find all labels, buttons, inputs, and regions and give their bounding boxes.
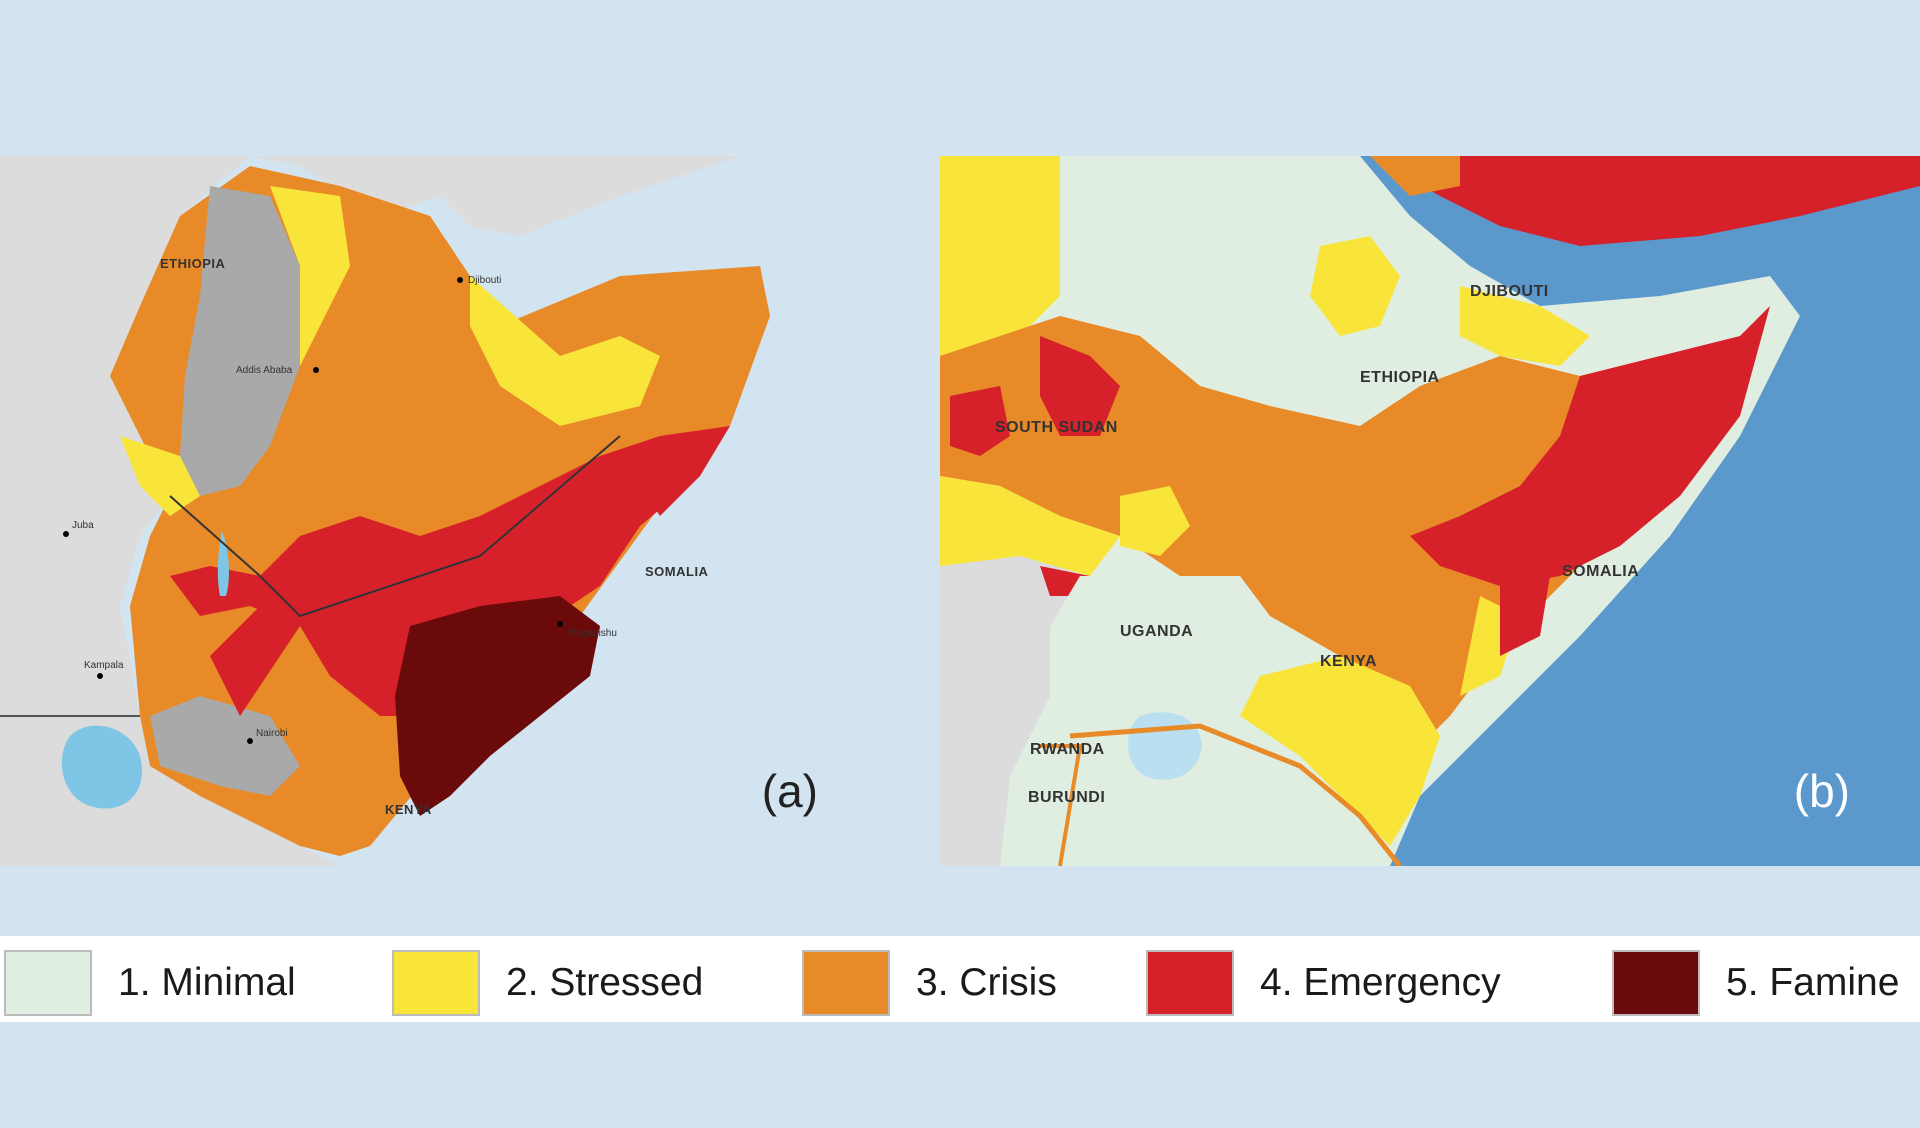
famine-region-a <box>395 596 600 816</box>
legend-swatch-famine <box>1612 950 1700 1016</box>
city-label-mogadishu: Mogadishu <box>568 628 617 639</box>
legend-label-crisis: 3. Crisis <box>916 961 1057 1004</box>
crisis-region-b <box>940 316 1700 756</box>
country-label-ethiopia-b: ETHIOPIA <box>1360 369 1440 386</box>
west-land <box>0 156 340 866</box>
congo-land <box>940 516 1080 866</box>
city-dot-juba <box>63 531 69 537</box>
city-dot-djibouti <box>457 277 463 283</box>
stressed-eritrea <box>1310 236 1400 336</box>
emergency-somalia-south <box>1500 576 1550 656</box>
country-label-ethiopia: ETHIOPIA <box>160 256 226 271</box>
city-label-juba: Juba <box>72 520 94 531</box>
stressed-afar <box>1460 286 1590 366</box>
no-data-kenya <box>150 696 300 796</box>
city-label-djibouti: Djibouti <box>468 275 501 286</box>
legend-label-emergency: 4. Emergency <box>1260 961 1501 1004</box>
country-label-djibouti: DJIBOUTI <box>1470 283 1549 300</box>
kenya-border <box>1069 723 1402 866</box>
country-label-uganda: UGANDA <box>1120 623 1193 640</box>
legend: 1. Minimal 2. Stressed 3. Crisis 4. Emer… <box>0 936 1920 1022</box>
city-label-kampala: Kampala <box>84 660 124 671</box>
legend-swatch-crisis <box>802 950 890 1016</box>
panel-label-a: (a) <box>761 765 818 817</box>
country-label-rwanda: RWANDA <box>1030 741 1105 758</box>
country-label-somalia-b: SOMALIA <box>1562 563 1639 580</box>
emergency-somalia <box>1410 306 1770 586</box>
legend-item-minimal: 1. Minimal <box>4 950 296 1016</box>
city-label-addis: Addis Ababa <box>236 365 293 376</box>
country-label-south-sudan: SOUTH SUDAN <box>995 419 1118 436</box>
map-b: DJIBOUTI ETHIOPIA SOUTH SUDAN SOMALIA UG… <box>940 156 1920 866</box>
city-label-nairobi: Nairobi <box>256 728 288 739</box>
city-dot-nairobi <box>247 738 253 744</box>
minimal-uganda <box>1050 576 1200 716</box>
yemen-emergency <box>1370 156 1920 246</box>
stressed-kenya-south <box>1240 656 1440 846</box>
legend-item-crisis: 3. Crisis <box>802 950 1057 1016</box>
stressed-ethiopia-west <box>1120 486 1190 556</box>
stressed-south-sudan <box>940 476 1120 576</box>
panel-label-b: (b) <box>1793 765 1850 817</box>
city-dot-addis <box>313 367 319 373</box>
legend-label-famine: 5. Famine <box>1726 961 1900 1004</box>
no-data-ethiopia <box>180 186 300 496</box>
legend-item-famine: 5. Famine <box>1612 950 1899 1016</box>
border-line <box>169 435 621 618</box>
emergency-south-sudan <box>1040 336 1120 436</box>
map-panel-a: ETHIOPIA SOMALIA KENYA Djibouti Addis Ab… <box>0 156 880 866</box>
city-dot-mogadishu <box>557 621 563 627</box>
yemen-crisis <box>1370 156 1460 196</box>
legend-label-stressed: 2. Stressed <box>506 961 704 1004</box>
emergency-kenya-north <box>210 576 380 716</box>
map-a: ETHIOPIA SOMALIA KENYA Djibouti Addis Ab… <box>0 156 880 866</box>
emergency-south-sudan-west <box>950 386 1010 456</box>
country-label-somalia: SOMALIA <box>645 564 709 579</box>
map-panel-b: DJIBOUTI ETHIOPIA SOUTH SUDAN SOMALIA UG… <box>940 156 1920 866</box>
rwanda-border <box>1040 744 1083 866</box>
legend-item-emergency: 4. Emergency <box>1146 950 1501 1016</box>
emergency-region-a <box>170 426 730 716</box>
country-label-kenya: KENYA <box>385 802 432 817</box>
legend-swatch-stressed <box>392 950 480 1016</box>
legend-label-minimal: 1. Minimal <box>118 961 296 1004</box>
country-label-kenya-b: KENYA <box>1320 653 1377 670</box>
stressed-ethiopia-west <box>120 436 200 516</box>
stressed-sudan <box>940 156 1060 356</box>
emergency-puntland <box>640 476 700 516</box>
legend-item-stressed: 2. Stressed <box>392 950 703 1016</box>
stressed-ethiopia-north <box>270 186 350 366</box>
stressed-somaliland <box>470 276 660 426</box>
legend-swatch-minimal <box>4 950 92 1016</box>
legend-swatch-emergency <box>1146 950 1234 1016</box>
country-label-burundi: BURUNDI <box>1028 789 1105 806</box>
lake-victoria <box>61 725 142 809</box>
city-dot-kampala <box>97 673 103 679</box>
